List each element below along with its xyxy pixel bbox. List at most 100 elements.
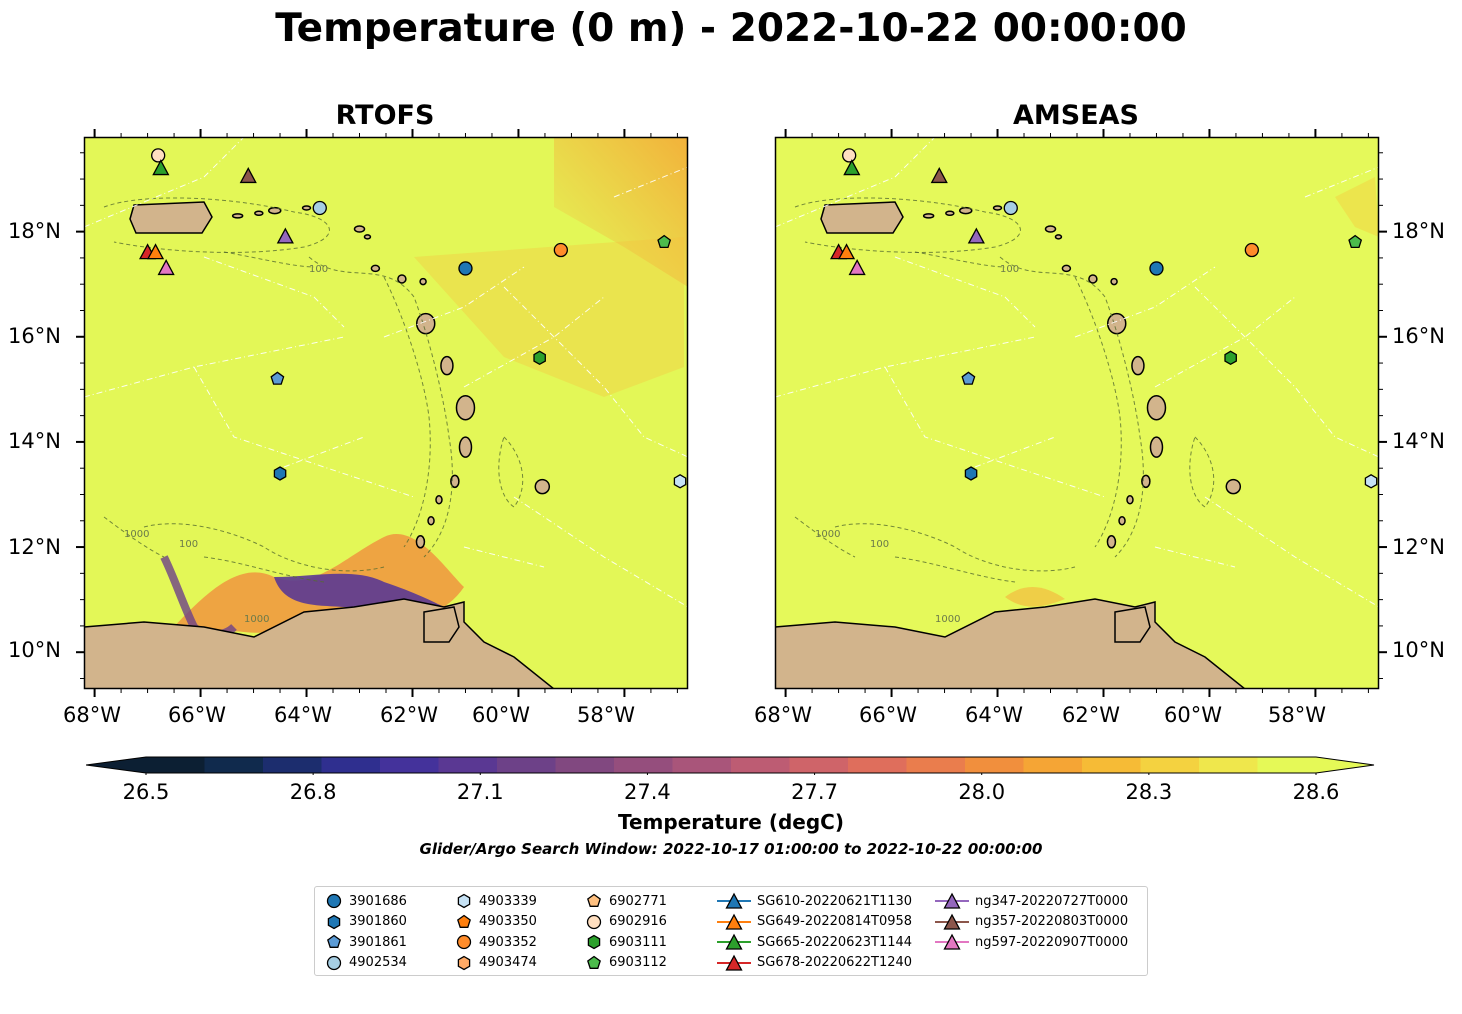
legend-label: 4903474 [479, 955, 537, 970]
island [1044, 225, 1057, 233]
marker-6903112 [1348, 234, 1363, 249]
island [958, 206, 973, 215]
search-window-subtitle: Glider/Argo Search Window: 2022-10-17 01… [419, 840, 1043, 858]
legend: 3901686 3901860 3901861 4902534 4903339 49033… [314, 886, 1148, 976]
legend-item: 4903339 [455, 891, 537, 911]
legend-item: 3901686 [325, 891, 407, 911]
colorbar-tick-label: 26.5 [122, 780, 170, 804]
legend-marker-icon [327, 914, 341, 929]
eez-line [383, 266, 525, 338]
eez-line [613, 166, 688, 198]
xtick-right-66w: 66°W [859, 703, 917, 727]
island [1110, 277, 1118, 286]
contour-label: 1000 [815, 529, 840, 540]
colorbar-extend-high [1316, 757, 1374, 773]
warm-region-east [414, 237, 684, 397]
island [370, 264, 381, 273]
colorbar-extend-low [86, 757, 146, 773]
colorbar-segment [906, 757, 966, 773]
island [267, 206, 282, 215]
island [1106, 535, 1117, 549]
legend-label: 6903111 [609, 934, 667, 950]
depth-contour [834, 523, 1076, 572]
legend-marker-icon [935, 933, 969, 950]
ytick-left-16n: 16°N [8, 324, 61, 348]
xtick-right-60w: 60°W [1164, 703, 1222, 727]
colorbar-segment [614, 757, 673, 773]
eez-line [503, 286, 688, 458]
panel-title-amseas: AMSEAS [1013, 100, 1139, 131]
legend-triangle [725, 933, 743, 950]
eez-line [884, 366, 1046, 478]
legend-label: 6903112 [609, 955, 667, 970]
marker-6903112 [657, 234, 672, 249]
colorbar-tick-label: 28.6 [1292, 780, 1340, 804]
eez-line [1204, 496, 1379, 608]
legend-marker [587, 893, 601, 907]
island [301, 205, 312, 211]
legend-marker-icon [935, 913, 969, 930]
colorbar-segment [731, 757, 790, 773]
legend-marker-icon [326, 893, 342, 909]
xtick-right-62w: 62°W [1062, 703, 1120, 727]
legend-item: ng597-20220907T0000 [935, 932, 1128, 952]
contour-label: 100 [309, 264, 328, 275]
island [363, 234, 372, 240]
marker-3901861 [961, 371, 976, 385]
legend-marker-icon [717, 954, 751, 971]
legend-marker-icon [587, 893, 601, 907]
colorbar-tick-label: 27.7 [791, 780, 838, 804]
eez-line [283, 436, 365, 468]
legend-label: SG649-20220814T0958 [757, 914, 913, 929]
marker-4903352 [1244, 242, 1259, 258]
xtick-left-64w: 64°W [274, 703, 332, 727]
legend-triangle [725, 913, 743, 930]
colorbar-segment [1199, 757, 1258, 773]
eez-line [974, 436, 1056, 468]
legend-label: ng347-20220727T0000 [975, 893, 1129, 909]
amseas-map: 1000 100 1000 100 [774, 129, 1387, 697]
island [1118, 516, 1126, 526]
legend-label: SG665-20220623T1144 [757, 934, 913, 950]
legend-marker [327, 934, 341, 948]
marker-SG665-20220623T1144 [843, 159, 861, 176]
ytick-left-10n: 10°N [8, 638, 61, 662]
legend-marker-icon [587, 934, 601, 950]
legend-label: ng357-20220803T0000 [975, 914, 1129, 929]
xtick-right-68w: 68°W [754, 703, 812, 727]
colorbar-tick-label: 26.8 [289, 780, 337, 804]
colorbar-segment [438, 757, 498, 773]
lesser-antilles [231, 205, 551, 549]
ytick-right-14n: 14°N [1392, 429, 1445, 453]
colorbar-segment [321, 757, 381, 773]
colorbar-segment [1082, 757, 1141, 773]
eez-line [1154, 546, 1236, 568]
eez-boundaries [84, 137, 688, 608]
marker-4902534 [312, 200, 327, 216]
island [231, 213, 244, 219]
legend-marker-icon [587, 955, 601, 969]
ytick-right-18n: 18°N [1392, 219, 1445, 243]
legend-triangle [725, 892, 743, 909]
island [1106, 312, 1127, 335]
legend-marker-icon [457, 914, 471, 928]
legend-label: ng597-20220907T0000 [975, 934, 1129, 950]
colorbar-segment [204, 757, 264, 773]
island [1126, 494, 1134, 505]
legend-triangle [725, 954, 743, 971]
depth-contour [794, 197, 1021, 253]
legend-item: 6902771 [585, 891, 667, 911]
legend-marker-icon [717, 933, 751, 950]
island [1141, 474, 1151, 489]
legend-label: 6902916 [609, 914, 667, 929]
legend-marker [587, 934, 601, 950]
legend-marker-icon [586, 914, 602, 929]
colorbar-tick-label: 27.4 [624, 780, 671, 804]
marker-ng357-20220803T0000 [930, 167, 948, 184]
legend-marker [326, 893, 342, 909]
island [1131, 355, 1145, 376]
legend-triangle [943, 933, 961, 950]
colorbar-segment [146, 757, 205, 773]
colorbar-tick-label: 27.1 [456, 780, 504, 804]
depth-contour [914, 251, 1006, 268]
